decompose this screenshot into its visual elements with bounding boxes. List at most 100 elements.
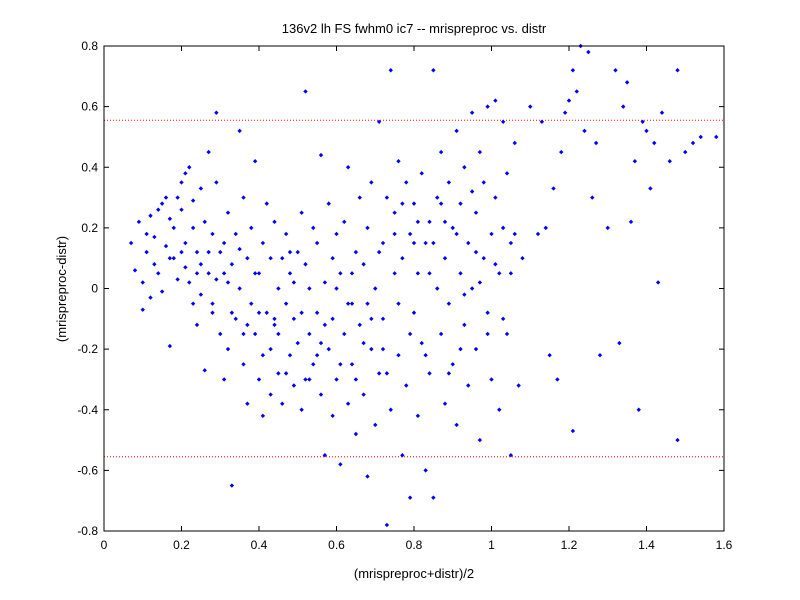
data-point: [299, 407, 304, 412]
data-point: [419, 340, 424, 346]
data-point: [249, 301, 254, 306]
data-point: [450, 225, 455, 231]
data-point: [458, 271, 463, 276]
data-point: [469, 110, 475, 115]
data-point: [376, 249, 382, 255]
data-point: [477, 437, 483, 443]
data-point: [322, 280, 328, 285]
data-point: [485, 104, 490, 109]
data-point: [400, 453, 405, 458]
data-point: [473, 346, 479, 352]
data-point: [272, 316, 277, 322]
data-point: [431, 240, 436, 246]
data-point: [202, 368, 207, 373]
data-point: [349, 301, 355, 306]
data-point: [404, 383, 409, 388]
data-point: [652, 140, 657, 146]
data-point: [175, 277, 180, 282]
data-point: [435, 286, 440, 291]
data-point: [559, 149, 564, 155]
data-point: [357, 195, 362, 200]
data-point: [167, 255, 173, 261]
data-point: [353, 377, 359, 382]
data-point: [369, 346, 374, 352]
data-point: [586, 49, 591, 55]
data-point: [365, 301, 370, 306]
data-point: [272, 219, 277, 225]
data-point: [136, 219, 142, 225]
data-point: [276, 286, 281, 291]
data-point: [369, 316, 374, 322]
data-point: [485, 310, 490, 315]
data-point: [156, 207, 161, 212]
data-point: [388, 407, 393, 412]
data-point: [438, 149, 444, 155]
data-point: [574, 89, 579, 94]
data-point: [411, 240, 417, 246]
data-point: [442, 401, 448, 406]
data-point: [303, 89, 308, 94]
data-point: [241, 362, 246, 367]
data-point: [291, 280, 297, 285]
data-point: [233, 231, 238, 237]
data-point: [438, 331, 444, 337]
data-point: [353, 431, 359, 437]
data-point: [260, 352, 266, 358]
data-point: [291, 383, 297, 388]
data-point: [198, 262, 204, 267]
data-point: [442, 255, 448, 261]
data-point: [500, 119, 506, 124]
y-tick-label: 0: [91, 282, 98, 296]
data-point: [466, 240, 471, 246]
data-point: [249, 225, 254, 231]
data-point: [621, 104, 626, 109]
data-point: [392, 210, 397, 215]
data-point: [252, 158, 258, 164]
data-point: [345, 401, 351, 406]
data-point: [334, 377, 339, 382]
data-point: [369, 180, 374, 185]
data-point: [415, 219, 421, 225]
data-point: [365, 225, 370, 231]
data-point: [299, 310, 304, 315]
data-point: [566, 98, 572, 103]
data-point: [318, 392, 324, 397]
chart-title: 136v2 lh FS fwhm0 ic7 -- mrispreproc vs.…: [282, 21, 547, 36]
data-point: [628, 219, 634, 225]
data-point: [714, 134, 719, 140]
data-point: [555, 377, 560, 382]
y-tick-label: -0.8: [77, 524, 98, 538]
data-point: [206, 271, 211, 276]
data-point: [508, 240, 514, 246]
data-point: [148, 213, 153, 218]
data-point: [632, 158, 638, 164]
data-point: [593, 140, 599, 146]
data-point: [361, 340, 366, 346]
data-point: [500, 316, 506, 322]
data-point: [504, 331, 510, 337]
y-tick-label: -0.4: [77, 403, 98, 417]
data-point: [535, 231, 541, 237]
data-point: [427, 371, 432, 376]
data-point: [423, 352, 428, 358]
data-point: [423, 240, 428, 246]
data-point: [287, 249, 293, 255]
data-point: [268, 346, 273, 352]
data-point: [442, 219, 448, 225]
data-point: [407, 495, 413, 500]
data-point: [276, 371, 281, 376]
data-point: [237, 286, 242, 291]
data-point: [349, 271, 355, 276]
data-point: [237, 128, 242, 134]
data-point: [683, 149, 688, 155]
data-point: [469, 286, 475, 291]
data-point: [206, 149, 211, 155]
data-point: [338, 462, 343, 467]
data-point: [345, 301, 351, 306]
reference-lines: [104, 119, 724, 458]
data-point: [326, 346, 331, 352]
data-point: [318, 152, 324, 158]
data-point: [543, 225, 548, 231]
